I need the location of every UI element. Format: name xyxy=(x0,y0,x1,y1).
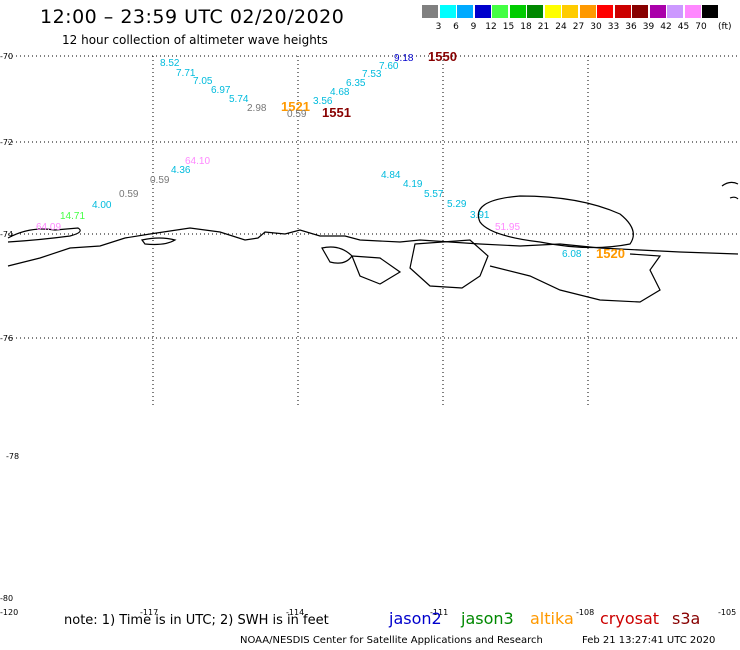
latitude-label: -72 xyxy=(0,138,14,147)
legend-label: 24 xyxy=(555,22,567,32)
latitude-label: -80 xyxy=(0,594,14,603)
wave-height-label: 6.35 xyxy=(346,78,366,89)
legend-label: 9 xyxy=(470,22,477,32)
wave-height-label: 64.10 xyxy=(185,156,210,167)
legend-label: 42 xyxy=(660,22,672,32)
wave-height-label: 1551 xyxy=(322,105,351,120)
legend-unit: (ft) xyxy=(718,22,732,32)
legend-label: 39 xyxy=(642,22,655,32)
longitude-label: -114 xyxy=(286,608,305,617)
legend-label: 12 xyxy=(485,22,497,32)
wave-height-label: 7.53 xyxy=(362,69,382,80)
legend-label: 36 xyxy=(625,22,637,32)
wave-height-label: 6.08 xyxy=(562,249,582,260)
satellite-name: jason2 xyxy=(389,609,442,628)
wave-height-label: 4.84 xyxy=(381,170,401,181)
wave-height-observations: 8.527.717.056.975.742.98 15210.593.561551… xyxy=(36,49,625,261)
legend-swatch xyxy=(649,5,667,18)
legend-swatch xyxy=(544,5,562,18)
longitude-label: -120 xyxy=(0,608,19,617)
legend-swatch xyxy=(597,5,614,18)
wave-height-label: 5.29 xyxy=(447,199,467,210)
satellite-name: s3a xyxy=(672,609,701,628)
wave-height-label: 7.05 xyxy=(193,76,213,87)
wave-height-label: 2.98 xyxy=(247,103,267,114)
longitude-label: -111 xyxy=(430,608,449,617)
legend-label: 33 xyxy=(607,22,620,32)
legend-swatch xyxy=(579,5,597,18)
legend-swatch xyxy=(562,5,579,18)
legend-label: 3 xyxy=(435,22,442,32)
legend-label: 21 xyxy=(537,22,550,32)
legend-label: 6 xyxy=(453,22,459,32)
wave-height-label: 64.09 xyxy=(36,222,61,233)
graticule xyxy=(8,55,738,405)
footnote: note: 1) Time is in UTC; 2) SWH is in fe… xyxy=(64,613,329,628)
latitude-label: -74 xyxy=(0,230,14,239)
wave-height-label: 9.18 xyxy=(394,53,414,64)
legend-label: 70 xyxy=(695,22,707,32)
legend-swatch xyxy=(702,5,719,18)
satellite-name: jason3 xyxy=(461,609,514,628)
wave-height-label: 4.36 xyxy=(171,165,191,176)
wave-height-label: 1521 xyxy=(281,99,310,114)
legend-label: 18 xyxy=(520,22,532,32)
wave-height-label: 4.19 xyxy=(403,179,423,190)
legend-label: 45 xyxy=(677,22,690,32)
legend-swatch xyxy=(632,5,649,18)
legend-swatch xyxy=(509,5,527,18)
latitude-label: -70 xyxy=(0,52,14,61)
legend-swatch xyxy=(614,5,632,18)
legend-swatch xyxy=(684,5,702,18)
wave-height-label: 1520 xyxy=(596,246,625,261)
wave-height-label: 1550 xyxy=(428,49,457,64)
wave-height-label: 0.59 xyxy=(150,175,170,186)
map-title: 12:00 – 23:59 UTC 02/20/2020 xyxy=(40,6,345,28)
wave-height-label: 6.97 xyxy=(211,85,231,96)
legend-label: 30 xyxy=(590,22,602,32)
legend-swatch xyxy=(527,5,544,18)
wave-height-label: 51.95 xyxy=(495,222,520,233)
legend-swatch xyxy=(457,5,474,18)
legend-label: 15 xyxy=(502,22,515,32)
credit-text: NOAA/NESDIS Center for Satellite Applica… xyxy=(240,635,543,646)
wave-height-label: 5.57 xyxy=(424,189,444,200)
longitude-label: -105 xyxy=(718,608,737,617)
legend-label: 27 xyxy=(572,22,585,32)
generated-timestamp: Feb 21 13:27:41 UTC 2020 xyxy=(582,635,716,646)
legend-swatch xyxy=(492,5,509,18)
satellite-name: cryosat xyxy=(600,609,660,628)
satellite-name: altika xyxy=(530,609,574,628)
wave-height-label: 3.91 xyxy=(470,210,490,221)
wave-height-label: 8.52 xyxy=(160,58,180,69)
wave-height-label: 4.68 xyxy=(330,87,350,98)
longitude-label: -108 xyxy=(576,608,595,617)
latitude-label: -78 xyxy=(6,452,20,461)
longitude-label: -117 xyxy=(140,608,159,617)
latitude-label: -76 xyxy=(0,334,14,343)
wave-height-label: 7.60 xyxy=(379,61,399,72)
wave-height-label: 14.71 xyxy=(60,211,85,222)
legend-swatch xyxy=(474,5,492,18)
legend-swatch xyxy=(667,5,684,18)
wave-height-label: 0.59 xyxy=(119,189,139,200)
wave-height-label: 7.71 xyxy=(176,68,196,79)
legend-swatch xyxy=(439,5,457,18)
map-subtitle: 12 hour collection of altimeter wave hei… xyxy=(62,33,328,47)
wave-height-label: 3.56 xyxy=(313,96,333,107)
legend-swatch xyxy=(422,5,439,18)
wave-height-label: 0.59 xyxy=(287,109,307,120)
wave-height-label: 4.00 xyxy=(92,200,112,211)
wave-height-label: 5.74 xyxy=(229,94,249,105)
coastline xyxy=(7,181,739,303)
